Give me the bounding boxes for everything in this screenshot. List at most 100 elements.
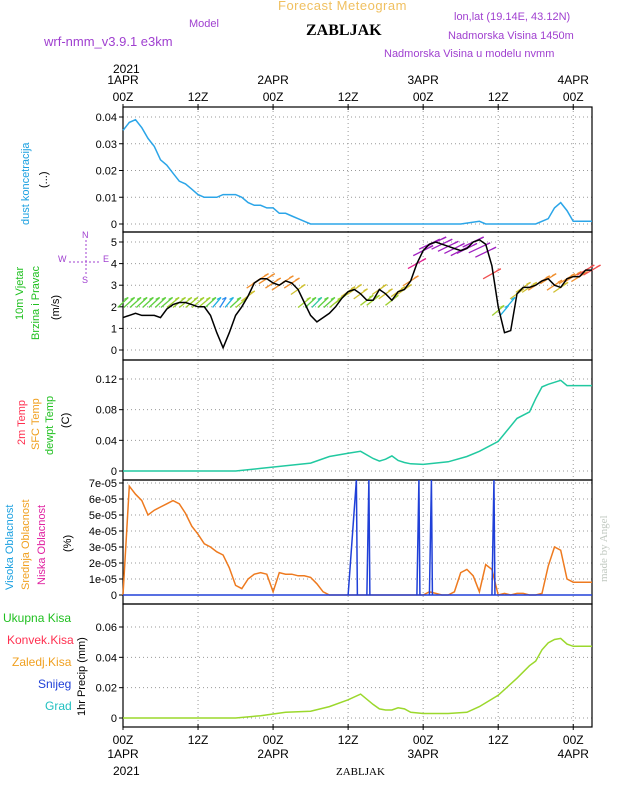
wind-arrow-head: [510, 296, 516, 301]
wind-arrow-head: [479, 236, 484, 240]
wind-arrow: [304, 297, 317, 308]
compass-s: S: [82, 275, 89, 285]
precip-line: [123, 637, 592, 719]
time-tick-label-bottom-hour: 12Z: [188, 733, 209, 747]
time-tick-label-bottom-date: 4APR: [558, 747, 590, 761]
wind-arrow-head: [206, 296, 211, 301]
footer-location: ZABLJAK: [336, 766, 385, 778]
wind-speed-line: [122, 238, 592, 350]
wind-arrow-head: [229, 296, 234, 301]
model-elevation-label: Nadmorska Visina u modelu nvmm: [384, 48, 555, 60]
y-tick-label: 5e-05: [89, 510, 117, 522]
dust-line: [122, 118, 592, 225]
wind-arrow-head: [596, 264, 601, 268]
time-tick-label-bottom-hour: 00Z: [413, 733, 434, 747]
wind-arrow: [317, 297, 329, 308]
time-tick-label-top-hour: 12Z: [338, 90, 359, 104]
wind-ylabel-2: Brzina i Pravac: [30, 266, 42, 340]
wind-arrow-head: [577, 270, 582, 275]
wind-units: (m/s): [50, 294, 62, 320]
temp-ylabel-dewpt: dewpt Temp: [44, 395, 56, 455]
time-tick-label-top-hour: 00Z: [563, 90, 584, 104]
wind-arrow: [135, 297, 148, 308]
wind-arrow-head: [526, 281, 531, 285]
wind-arrow: [224, 297, 235, 308]
wind-arrow-head: [270, 273, 276, 277]
time-tick-label-top-hour: 12Z: [488, 90, 509, 104]
wind-arrow-head: [123, 296, 129, 301]
temp-line: [123, 379, 592, 472]
wind-arrow-head: [317, 296, 323, 301]
elevation-label: Nadmorska Visina 1450m: [448, 30, 574, 42]
wind-arrow: [323, 296, 336, 308]
wind-arrow-head: [545, 275, 551, 279]
wind-arrow-head: [211, 296, 217, 301]
wind-arrow-head: [551, 273, 557, 277]
precip-legend-convective: Konvek.Kisa: [7, 633, 74, 647]
wind-arrow-head: [187, 296, 193, 301]
dust-units: (...): [38, 171, 50, 189]
y-tick-label: 2: [111, 302, 117, 314]
wind-arrow-head: [149, 296, 154, 301]
y-tick-label: 0.12: [96, 374, 117, 386]
cloud-high-spike: [428, 479, 434, 596]
wind-arrow-head: [583, 270, 588, 275]
y-tick-label: 4e-05: [89, 526, 117, 538]
precip-units: 1hr Precip (mm): [76, 637, 88, 716]
wind-arrow-head: [216, 296, 222, 301]
precip-legend-freezing: Zaledj.Kisa: [12, 655, 72, 669]
y-tick-label: 7e-05: [89, 478, 117, 490]
lonlat-label: lon,lat (19.14E, 43.12N): [454, 11, 571, 23]
wind-arrow: [311, 297, 323, 308]
wind-arrow-head: [375, 294, 380, 298]
y-tick-label: 0.03: [96, 139, 117, 151]
chart-title: Forecast Meteogram: [278, 0, 407, 13]
wind-arrow: [148, 297, 161, 308]
wind-arrow: [204, 297, 217, 308]
wind-arrow-head: [221, 296, 227, 301]
cloud-units: (%): [62, 534, 74, 552]
wind-arrow-head: [499, 304, 505, 309]
temp-ylabel-2m: 2m Temp: [16, 399, 28, 445]
y-tick-label: 3: [111, 280, 117, 292]
wind-arrow-head: [193, 296, 199, 301]
precip-legend-total: Ukupna Kisa: [3, 611, 72, 625]
year-top: 2021: [113, 62, 140, 76]
wind-arrow-head: [441, 236, 447, 240]
y-tick-label: 0: [111, 345, 117, 357]
wind-arrow-head: [590, 264, 595, 268]
y-tick-label: 0.01: [96, 192, 117, 204]
y-tick-label: 0: [111, 590, 117, 602]
y-tick-label: 4: [111, 259, 117, 271]
y-tick-label: 0.02: [96, 683, 117, 695]
wind-arrow-head: [324, 296, 329, 301]
y-tick-label: 5: [111, 237, 117, 249]
wind-arrow: [123, 297, 136, 308]
cloud-high-spike: [416, 479, 421, 596]
time-tick-label-bottom-date: 2APR: [257, 747, 289, 761]
y-tick-label: 6e-05: [89, 494, 117, 506]
time-tick-label-top-date: 2APR: [257, 73, 289, 87]
wind-arrow-head: [306, 296, 311, 301]
y-tick-label: 0: [111, 713, 117, 725]
cloud-ylabel-high: Visoka Oblacnost: [4, 504, 16, 590]
wind-arrow-head: [301, 283, 306, 288]
wind-arrow-head: [236, 296, 242, 301]
temp-ylabel-sfc: SFC Temp: [30, 398, 42, 450]
location-title: ZABLJAK: [306, 22, 382, 39]
cloud-high-spike: [366, 479, 371, 596]
wind-arrow-head: [435, 238, 441, 242]
wind-arrow-head: [276, 277, 282, 281]
temp-units: (C): [60, 412, 72, 428]
wind-arrow: [142, 297, 154, 308]
compass-e: E: [103, 254, 110, 264]
y-tick-label: 1: [111, 323, 117, 335]
wind-arrow: [229, 297, 242, 308]
wind-arrow-head: [357, 283, 362, 288]
compass-n: N: [82, 230, 89, 240]
wind-ylabel-1: 10m Vjetar: [14, 266, 26, 320]
time-tick-label-bottom-date: 1APR: [107, 747, 139, 761]
wind-arrow-head: [460, 242, 465, 247]
y-tick-label: 0: [111, 466, 117, 478]
